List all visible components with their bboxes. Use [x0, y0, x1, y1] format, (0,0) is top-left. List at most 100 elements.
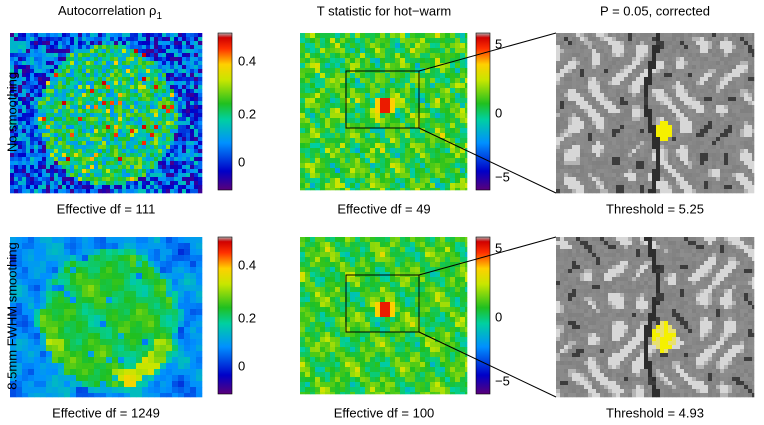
pixel: [142, 93, 146, 97]
pixel: [310, 98, 315, 103]
pixel: [420, 133, 425, 138]
pixel: [620, 81, 624, 85]
pixel: [560, 141, 564, 145]
pixel: [370, 58, 375, 63]
pixel: [560, 113, 564, 117]
pixel: [712, 105, 716, 109]
pixel: [118, 93, 122, 97]
pixel: [680, 157, 684, 161]
pixel: [680, 45, 684, 49]
pixel: [74, 165, 78, 169]
pixel: [34, 165, 38, 169]
pixel: [62, 121, 66, 125]
pixel: [628, 189, 632, 193]
pixel: [580, 125, 584, 129]
pixel: [94, 153, 98, 157]
pixel: [114, 77, 118, 81]
pixel: [405, 78, 410, 83]
pixel: [34, 169, 38, 173]
pixel: [592, 49, 596, 53]
pixel: [118, 157, 122, 161]
pixel: [612, 169, 616, 173]
pixel: [732, 125, 736, 129]
pixel: [158, 93, 162, 97]
pixel: [142, 125, 146, 129]
pixel: [130, 65, 134, 69]
pixel: [604, 33, 608, 37]
pixel: [656, 113, 660, 117]
pixel: [668, 37, 672, 41]
pixel: [46, 85, 50, 89]
pixel: [58, 109, 62, 113]
pixel: [30, 173, 34, 177]
pixel: [355, 113, 360, 118]
pixel: [592, 89, 596, 93]
pixel: [612, 133, 616, 137]
pixel: [720, 149, 724, 153]
pixel: [90, 181, 94, 185]
pixel: [440, 183, 445, 188]
pixel: [700, 185, 704, 189]
pixel: [568, 189, 572, 193]
pixel: [640, 153, 644, 157]
pixel: [460, 98, 465, 103]
pixel: [700, 93, 704, 97]
pixel: [612, 181, 616, 185]
pixel: [90, 97, 94, 101]
pixel: [435, 128, 440, 133]
pixel: [400, 38, 405, 43]
pixel: [608, 85, 612, 89]
pixel: [170, 121, 174, 125]
pixel: [186, 37, 190, 41]
pixel: [178, 121, 182, 125]
pixel: [150, 117, 154, 121]
pixel: [564, 137, 568, 141]
pixel: [365, 143, 370, 148]
pixel: [704, 189, 708, 193]
pixel: [708, 145, 712, 149]
pixel: [315, 183, 320, 188]
pixel: [636, 141, 640, 145]
pixel: [66, 181, 70, 185]
pixel: [130, 125, 134, 129]
pixel: [38, 57, 42, 61]
pixel: [390, 63, 395, 68]
pixel: [34, 101, 38, 105]
pixel: [90, 85, 94, 89]
pixel: [752, 101, 754, 105]
pixel: [74, 133, 78, 137]
pixel: [652, 61, 656, 65]
pixel: [440, 98, 445, 103]
pixel: [652, 153, 656, 157]
pixel: [335, 53, 340, 58]
pixel: [584, 89, 588, 93]
pixel: [450, 73, 455, 78]
pixel: [390, 98, 395, 103]
pixel: [680, 149, 684, 153]
pixel: [58, 129, 62, 133]
pixel: [400, 153, 405, 158]
pixel: [14, 61, 18, 65]
pixel: [182, 121, 186, 125]
pixel: [676, 121, 680, 125]
pixel: [560, 169, 564, 173]
pixel: [604, 137, 608, 141]
pixel: [138, 73, 142, 77]
pixel: [315, 108, 320, 113]
pixel: [672, 185, 676, 189]
pixel: [430, 118, 435, 123]
pixel: [26, 57, 30, 61]
pixel: [572, 117, 576, 121]
pixel: [672, 37, 676, 41]
pixel: [632, 41, 636, 45]
pixel: [720, 113, 724, 117]
pixel: [66, 45, 70, 49]
pixel: [26, 113, 30, 117]
pixel: [400, 118, 405, 123]
pixel: [350, 103, 355, 108]
pixel: [700, 109, 704, 113]
pixel: [415, 48, 420, 53]
pixel: [740, 41, 744, 45]
pixel: [122, 153, 126, 157]
pixel: [122, 85, 126, 89]
